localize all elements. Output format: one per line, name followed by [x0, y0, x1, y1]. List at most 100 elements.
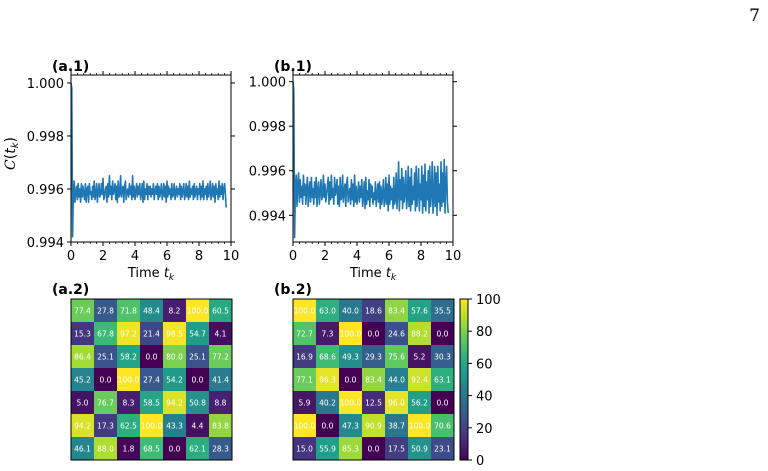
heatmap-cell-b2: [362, 299, 386, 323]
heatmap-cell-label-a2: 100.0: [141, 422, 163, 431]
heatmap-cell-a2: [186, 322, 210, 346]
heatmap-cell-a2: [163, 414, 187, 438]
heatmap-cell-label-a2: 48.4: [143, 307, 160, 316]
x-tick-label-b1: 0: [289, 249, 297, 264]
heatmap-cell-a2: [117, 391, 141, 415]
heatmap-cell-b2: [385, 299, 409, 323]
heatmap-cell-label-a2: 46.1: [74, 445, 91, 454]
heatmap-cell-label-b2: 83.4: [365, 376, 382, 385]
heatmap-cell-label-b2: 24.6: [388, 330, 405, 339]
heatmap-cell-a2: [140, 437, 164, 461]
heatmap-cell-label-b2: 0.0: [368, 445, 380, 454]
heatmap-cell-b2: [339, 437, 363, 461]
heatmap-cell-label-b2: 5.9: [299, 399, 311, 408]
heatmap-cell-b2: [431, 322, 455, 346]
heatmap-cell-label-a2: 43.3: [166, 422, 183, 431]
heatmap-cell-label-a2: 76.7: [97, 399, 114, 408]
heatmap-cell-label-b2: 77.1: [296, 376, 313, 385]
heatmap-cell-b2: [408, 414, 432, 438]
heatmap-cell-a2: [140, 299, 164, 323]
heatmap-cell-b2: [339, 299, 363, 323]
y-tick-label-b1: 0.998: [249, 120, 286, 135]
heatmap-cell-b2: [362, 391, 386, 415]
heatmap-cell-a2: [94, 437, 118, 461]
heatmap-cell-a2: [209, 391, 233, 415]
heatmap-cell-label-b2: 29.3: [365, 353, 382, 362]
heatmap-cell-a2: [117, 437, 141, 461]
heatmap-cell-b2: [339, 391, 363, 415]
heatmap-cell-label-b2: 18.6: [365, 307, 382, 316]
heatmap-cell-a2: [209, 345, 233, 369]
heatmap-cell-label-b2: 88.2: [411, 330, 428, 339]
heatmap-cell-a2: [163, 345, 187, 369]
heatmap-cell-b2: [316, 437, 340, 461]
panel-label-a2: (a.2): [52, 282, 89, 298]
heatmap-cell-label-b2: 92.4: [411, 376, 428, 385]
heatmap-cell-b2: [385, 345, 409, 369]
heatmap-cell-a2: [163, 368, 187, 392]
heatmap-cell-label-b2: 7.3: [322, 330, 334, 339]
heatmap-cell-label-b2: 50.9: [411, 445, 428, 454]
heatmap-cell-b2: [408, 391, 432, 415]
panel-label-b1: (b.1): [274, 59, 312, 75]
heatmap-cell-label-b2: 55.9: [319, 445, 336, 454]
heatmap-cell-label-b2: 38.7: [388, 422, 405, 431]
heatmap-cell-label-b2: 68.6: [319, 353, 336, 362]
heatmap-cell-label-b2: 100.0: [409, 422, 431, 431]
heatmap-cell-a2: [94, 299, 118, 323]
colorbar-tick-label: 20: [476, 422, 493, 437]
y-tick-label-b1: 0.996: [249, 165, 286, 180]
heatmap-cell-label-a2: 58.2: [120, 353, 137, 362]
y-axis-label-a1: C(tk): [3, 137, 21, 170]
heatmap-cell-label-a2: 83.8: [212, 422, 229, 431]
heatmap-cell-label-b2: 100.0: [294, 307, 316, 316]
y-tick-label-a1: 0.998: [27, 130, 64, 145]
heatmap-cell-a2: [71, 414, 95, 438]
colorbar-tick-label: 60: [476, 357, 493, 372]
heatmap-cell-b2: [431, 345, 455, 369]
heatmap-cell-label-a2: 86.4: [74, 353, 91, 362]
heatmap-cell-label-a2: 0.0: [146, 353, 158, 362]
heatmap-cell-b2: [316, 345, 340, 369]
heatmap-cell-b2: [362, 437, 386, 461]
heatmap-cell-label-a2: 100.0: [118, 376, 140, 385]
heatmap-frame-a2: [70, 298, 233, 461]
x-tick-label-a1: 4: [131, 249, 139, 264]
heatmap-cell-label-a2: 8.2: [169, 307, 181, 316]
y-tick-label-b1: 0.994: [249, 209, 286, 224]
heatmap-cell-label-a2: 0.0: [169, 445, 181, 454]
heatmap-cell-label-b2: 100.0: [294, 422, 316, 431]
heatmap-cell-a2: [94, 322, 118, 346]
heatmap-cell-label-a2: 41.4: [212, 376, 229, 385]
heatmap-cell-label-b2: 49.3: [342, 353, 359, 362]
heatmap-cell-label-b2: 96.0: [388, 399, 405, 408]
heatmap-cell-label-a2: 1.8: [123, 445, 135, 454]
heatmap-cell-a2: [71, 345, 95, 369]
heatmap-cell-label-a2: 54.7: [189, 330, 206, 339]
heatmap-cell-b2: [362, 414, 386, 438]
heatmap-cell-label-b2: 0.0: [322, 422, 334, 431]
heatmap-cell-label-b2: 75.6: [388, 353, 405, 362]
heatmap-cell-a2: [140, 322, 164, 346]
heatmap-cell-label-b2: 63.1: [434, 376, 451, 385]
heatmap-cell-label-a2: 50.8: [189, 399, 206, 408]
heatmap-cell-label-b2: 70.6: [434, 422, 451, 431]
heatmap-cell-b2: [316, 299, 340, 323]
heatmap-cell-a2: [94, 368, 118, 392]
heatmap-cell-b2: [362, 322, 386, 346]
heatmap-cell-label-b2: 16.9: [296, 353, 313, 362]
heatmap-cell-label-a2: 5.0: [77, 399, 89, 408]
heatmap-cell-a2: [140, 414, 164, 438]
heatmap-cell-label-a2: 25.1: [189, 353, 206, 362]
heatmap-cell-label-a2: 0.0: [192, 376, 204, 385]
heatmap-cell-a2: [71, 391, 95, 415]
heatmap-cell-label-b2: 15.0: [296, 445, 313, 454]
heatmap-frame-b2: [292, 298, 455, 461]
heatmap-cell-label-a2: 62.1: [189, 445, 206, 454]
heatmap-cell-label-a2: 27.4: [143, 376, 160, 385]
heatmap-cell-label-a2: 77.2: [212, 353, 229, 362]
heatmap-cell-b2: [385, 322, 409, 346]
heatmap-cell-label-b2: 44.0: [388, 376, 405, 385]
heatmap-cell-a2: [117, 414, 141, 438]
heatmap-cell-label-b2: 90.9: [365, 422, 382, 431]
